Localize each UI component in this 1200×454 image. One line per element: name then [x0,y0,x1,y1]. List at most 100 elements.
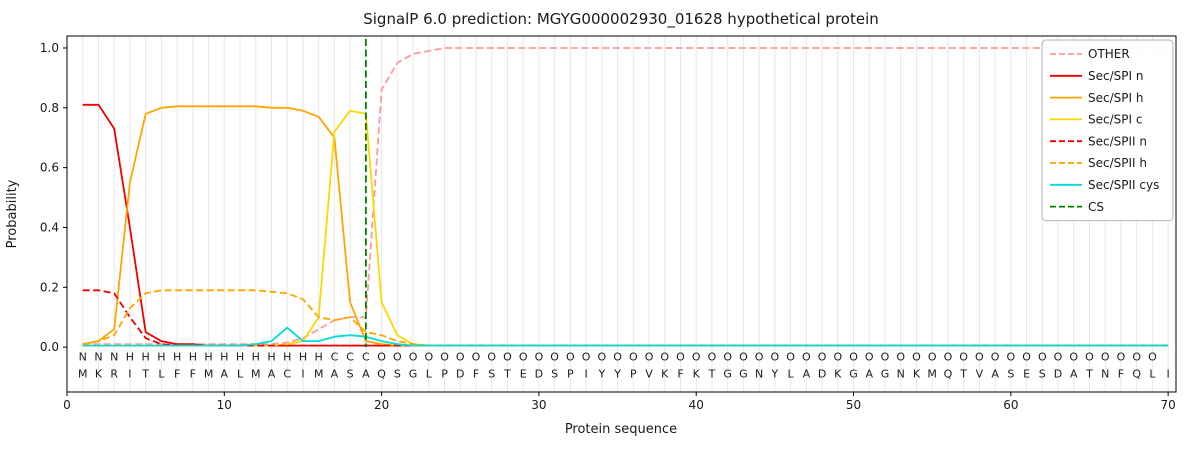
sequence-letter: K [834,368,842,381]
region-letter: O [692,351,701,364]
sequence-letter: Y [613,368,621,381]
sequence-letter: G [723,368,732,381]
y-tick-label: 0.6 [40,161,59,175]
region-letter: H [315,351,323,364]
legend-entry-label: Sec/SPI h [1088,91,1143,105]
sequence-letter: A [865,368,873,381]
legend-entry-label: Sec/SPII cys [1088,178,1159,192]
sequence-letter: D [456,368,464,381]
sequence-letter: N [1101,368,1109,381]
x-tick-label: 30 [531,398,546,412]
region-letter: O [802,351,811,364]
gridlines [82,36,1169,392]
sequence-letter: L [237,368,244,381]
region-letter: H [173,351,181,364]
sequence-letter: D [535,368,543,381]
legend-entry-label: Sec/SPII h [1088,156,1147,170]
region-letter: O [755,351,764,364]
sequence-letter: G [409,368,418,381]
sequence-letter: A [803,368,811,381]
region-letter: O [1148,351,1157,364]
x-tick-label: 60 [1003,398,1018,412]
region-letter: O [928,351,937,364]
sequence-letter: Q [1132,368,1141,381]
sequence-letter: I [301,368,304,381]
region-letter: O [1069,351,1078,364]
region-letter: H [142,351,150,364]
sequence-letter: Q [944,368,953,381]
legend-entry-label: Sec/SPI c [1088,113,1142,127]
region-letter: O [881,351,890,364]
y-tick-label: 1.0 [40,41,59,55]
region-letter: O [1117,351,1126,364]
region-letter: H [236,351,244,364]
sequence-letter: A [268,368,276,381]
region-letter: O [1038,351,1047,364]
sequence-letter: G [739,368,748,381]
region-letter: O [472,351,481,364]
sequence-letter: E [520,368,527,381]
region-letter: O [944,351,953,364]
sequence-letter: M [314,368,324,381]
sequence-letter: Q [377,368,386,381]
sequence-letter: Y [597,368,605,381]
region-letter: O [566,351,575,364]
region-letter: N [94,351,102,364]
region-letter: O [959,351,968,364]
sequence-letter: K [95,368,103,381]
region-letter: O [1132,351,1141,364]
sequence-letter: P [567,368,574,381]
chart-title: SignalP 6.0 prediction: MGYG000002930_01… [363,10,879,29]
series-line [82,289,1169,347]
region-letter: O [377,351,386,364]
sequence-letter: V [976,368,984,381]
sequence-letter: P [630,368,637,381]
sequence-letter: E [1023,368,1030,381]
region-letter: H [283,351,291,364]
region-letter: O [723,351,732,364]
region-letter: O [598,351,607,364]
region-letter: O [660,351,669,364]
region-letter: O [456,351,465,364]
sequence-letter: S [551,368,558,381]
region-letter: O [865,351,874,364]
sequence-letter: M [927,368,937,381]
sequence-letter: I [128,368,131,381]
sequence-letter: G [881,368,890,381]
region-letter: O [1101,351,1110,364]
sequence-letter: T [503,368,511,381]
sequence-letter: K [693,368,701,381]
region-letter: H [267,351,275,364]
sequence-letter: M [78,368,88,381]
region-letter: N [79,351,87,364]
sequence-letter: I [584,368,587,381]
legend-box [1041,39,1174,222]
sequence-letter: V [645,368,653,381]
region-letter: C [362,351,370,364]
region-letter: O [708,351,717,364]
sequence-letter: T [708,368,716,381]
sequence-letter: F [1118,368,1124,381]
legend-entry-label: Sec/SPI n [1088,69,1143,83]
region-letter: N [110,351,118,364]
sequence-letter: K [661,368,669,381]
region-letter: O [393,351,402,364]
sequence-letter: S [1007,368,1014,381]
y-tick-label: 0.2 [40,280,59,294]
sequence-letter: P [441,368,448,381]
region-letter: H [252,351,260,364]
x-tick-label: 10 [217,398,232,412]
region-letter: O [896,351,905,364]
x-tick-label: 0 [63,398,71,412]
sequence-letter: F [174,368,180,381]
sequence-letter: F [677,368,683,381]
x-tick-label: 20 [374,398,389,412]
sequence-letter: D [1054,368,1062,381]
region-letter: O [771,351,780,364]
sequence-letter: G [849,368,858,381]
sequence-letter: A [362,368,370,381]
sequence-letter: L [426,368,433,381]
